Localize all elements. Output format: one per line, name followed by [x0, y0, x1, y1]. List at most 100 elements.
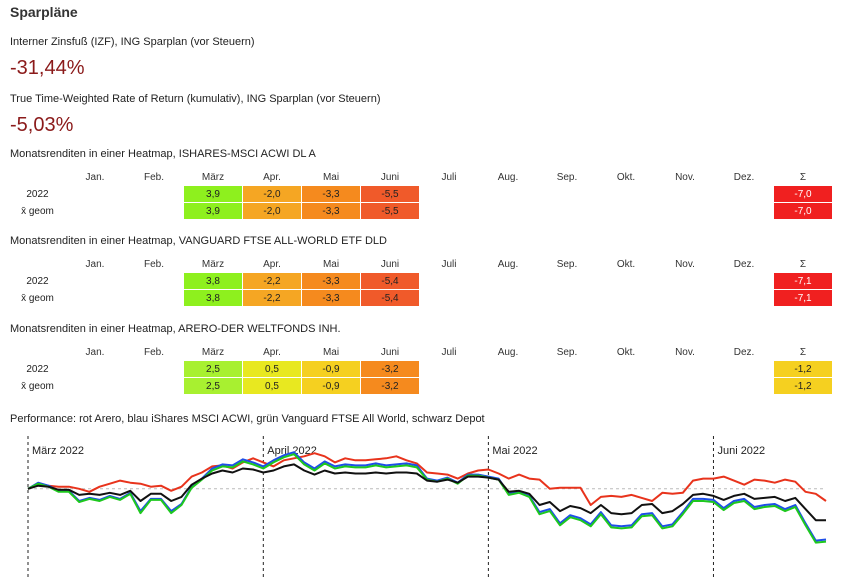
heatmap-cell	[66, 361, 125, 378]
month-header: März	[184, 256, 243, 273]
heatmap-cell: -3,3	[302, 273, 361, 290]
heatmap-cell	[66, 273, 125, 290]
month-label: April 2022	[267, 445, 317, 457]
heatmap-cell	[66, 186, 125, 203]
month-header: Juni	[361, 344, 420, 361]
heatmap-cell	[66, 290, 125, 307]
month-header: Nov.	[656, 256, 715, 273]
heatmap-cell	[538, 273, 597, 290]
heatmap-cell: -0,9	[302, 361, 361, 378]
month-header: Sep.	[538, 256, 597, 273]
heatmap-cell: -3,2	[361, 378, 420, 395]
month-header: Aug.	[479, 344, 538, 361]
heatmap-cell: 0,5	[243, 378, 302, 395]
heatmap-cell	[597, 361, 656, 378]
heatmap-cell	[125, 203, 184, 220]
sum-header: Σ	[774, 344, 833, 361]
heatmap-cell	[420, 378, 479, 395]
heatmap-cell	[597, 186, 656, 203]
row-label: 2022	[10, 361, 66, 378]
heatmap-title: Monatsrenditen in einer Heatmap, ARERO-D…	[10, 323, 341, 335]
heatmap-cell	[479, 186, 538, 203]
month-header: März	[184, 169, 243, 186]
heatmap-table: Jan. Feb. März Apr. Mai Juni Juli Aug. Sep. Okt. N…	[10, 169, 833, 220]
month-label: Mai 2022	[492, 445, 537, 457]
heatmap-cell	[715, 273, 774, 290]
heatmap-cell	[656, 290, 715, 307]
heatmap-cell	[656, 203, 715, 220]
sum-cell: -7,1	[774, 290, 833, 307]
heatmap-cell	[125, 361, 184, 378]
sum-cell: -7,0	[774, 203, 833, 220]
heatmap-cell	[479, 203, 538, 220]
heatmap-cell	[597, 378, 656, 395]
heatmap-row: 2022 2,5 0,5 -0,9 -3,2 -1,2	[10, 361, 833, 378]
month-header: Apr.	[243, 169, 302, 186]
row-label: x̄ geom	[10, 378, 66, 395]
month-header: Nov.	[656, 344, 715, 361]
row-label: 2022	[10, 273, 66, 290]
row-label: 2022	[10, 186, 66, 203]
heatmap-cell	[715, 203, 774, 220]
row-label: x̄ geom	[10, 290, 66, 307]
heatmap-cell	[125, 290, 184, 307]
sum-header: Σ	[774, 169, 833, 186]
month-header: Jan.	[66, 344, 125, 361]
heatmap-row: x̄ geom 2,5 0,5 -0,9 -3,2 -1,2	[10, 378, 833, 395]
heatmap-cell: -3,2	[361, 361, 420, 378]
heatmap-cell: 3,8	[184, 273, 243, 290]
heatmap-title: Monatsrenditen in einer Heatmap, ISHARES…	[10, 148, 316, 160]
heatmap-cell	[656, 273, 715, 290]
month-header: Nov.	[656, 169, 715, 186]
heatmap-header-row: Jan. Feb. März Apr. Mai Juni Juli Aug. Sep. Okt. N…	[10, 256, 833, 273]
heatmap-cell	[656, 378, 715, 395]
series-line	[27, 463, 826, 522]
heatmap-cell	[715, 186, 774, 203]
month-header: Feb.	[125, 169, 184, 186]
heatmap-cell	[479, 378, 538, 395]
month-header: Sep.	[538, 169, 597, 186]
heatmap-cell	[656, 186, 715, 203]
heatmap-title: Monatsrenditen in einer Heatmap, VANGUAR…	[10, 235, 387, 247]
heatmap-cell	[479, 290, 538, 307]
heatmap-cell: -5,5	[361, 203, 420, 220]
izf-label: Interner Zinsfuß (IZF), ING Sparplan (vo…	[10, 36, 255, 48]
month-header: Okt.	[597, 169, 656, 186]
sum-cell: -7,0	[774, 186, 833, 203]
month-header: März	[184, 344, 243, 361]
heatmap-cell: -2,0	[243, 186, 302, 203]
heatmap-cell: -3,3	[302, 186, 361, 203]
heatmap-row: x̄ geom 3,8 -2,2 -3,3 -5,4 -7,1	[10, 290, 833, 307]
heatmap-row: 2022 3,8 -2,2 -3,3 -5,4 -7,1	[10, 273, 833, 290]
heatmap-cell	[715, 361, 774, 378]
heatmap-cell	[538, 203, 597, 220]
heatmap-cell: -0,9	[302, 378, 361, 395]
heatmap-cell	[656, 361, 715, 378]
sum-cell: -1,2	[774, 361, 833, 378]
sum-cell: -1,2	[774, 378, 833, 395]
heatmap-cell	[538, 378, 597, 395]
heatmap-cell: 3,9	[184, 186, 243, 203]
heatmap-cell	[66, 378, 125, 395]
heatmap-cell: -3,3	[302, 290, 361, 307]
heatmap-cell: 3,8	[184, 290, 243, 307]
heatmap-cell	[479, 273, 538, 290]
heatmap-cell	[125, 273, 184, 290]
heatmap-cell: 2,5	[184, 378, 243, 395]
series-line	[27, 452, 827, 506]
heatmap-cell	[420, 361, 479, 378]
month-header: Dez.	[715, 256, 774, 273]
month-header: Mai	[302, 256, 361, 273]
heatmap-cell	[420, 203, 479, 220]
month-header: Juni	[361, 256, 420, 273]
month-header: Aug.	[479, 256, 538, 273]
heatmap-cell: -5,4	[361, 273, 420, 290]
month-header: Juli	[420, 256, 479, 273]
heatmap-row: x̄ geom 3,9 -2,0 -3,3 -5,5 -7,0	[10, 203, 833, 220]
month-header: Aug.	[479, 169, 538, 186]
month-header: Juli	[420, 344, 479, 361]
month-header: Dez.	[715, 169, 774, 186]
month-label: März 2022	[32, 445, 84, 457]
month-header: Feb.	[125, 256, 184, 273]
sum-cell: -7,1	[774, 273, 833, 290]
